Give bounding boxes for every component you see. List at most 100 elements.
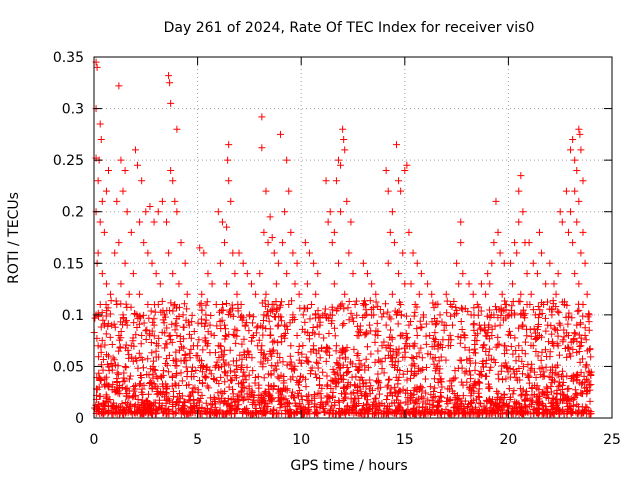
data-point <box>223 280 231 288</box>
data-point <box>173 398 181 406</box>
data-point <box>430 304 438 312</box>
data-point <box>167 299 175 307</box>
data-point <box>483 408 491 416</box>
data-point <box>114 389 122 397</box>
data-point <box>123 384 131 392</box>
data-point <box>115 82 123 90</box>
data-point <box>461 305 469 313</box>
data-point <box>126 372 134 380</box>
data-point <box>532 374 540 382</box>
data-point <box>298 350 306 358</box>
data-point <box>524 409 532 417</box>
data-point <box>458 326 466 334</box>
data-point <box>374 385 382 393</box>
data-point <box>282 322 290 330</box>
data-point <box>496 249 504 257</box>
data-point <box>470 349 478 357</box>
data-point <box>568 373 576 381</box>
data-point <box>144 249 152 257</box>
data-point <box>575 280 583 288</box>
data-point <box>286 352 294 360</box>
data-point <box>564 405 572 413</box>
data-point <box>182 363 190 371</box>
data-point <box>386 347 394 355</box>
data-point <box>314 389 322 397</box>
data-point <box>107 290 115 298</box>
data-point <box>221 239 229 247</box>
data-point <box>521 350 529 358</box>
data-point <box>587 381 595 389</box>
data-point <box>198 315 206 323</box>
data-point <box>340 319 348 327</box>
data-point <box>523 332 531 340</box>
data-point <box>305 249 313 257</box>
data-point <box>314 359 322 367</box>
data-point <box>218 316 226 324</box>
data-point <box>238 379 246 387</box>
data-point <box>570 396 578 404</box>
data-point <box>446 331 454 339</box>
data-point <box>533 384 541 392</box>
data-point <box>219 389 227 397</box>
data-point <box>181 259 189 267</box>
data-point <box>534 352 542 360</box>
data-point <box>544 410 552 418</box>
data-point <box>488 259 496 267</box>
data-point <box>386 326 394 334</box>
y-tick-label: 0.05 <box>53 359 84 375</box>
data-point <box>301 405 309 413</box>
data-point <box>142 408 150 416</box>
data-point <box>95 401 103 408</box>
data-point <box>339 321 347 329</box>
data-point <box>169 408 177 416</box>
data-point <box>125 375 133 383</box>
data-point <box>375 390 383 398</box>
data-point <box>416 317 424 325</box>
data-point <box>116 343 124 351</box>
data-point <box>325 351 333 359</box>
data-point <box>458 304 466 312</box>
data-point <box>563 301 571 309</box>
data-point <box>189 363 196 371</box>
data-point <box>249 367 257 375</box>
data-point <box>121 363 129 371</box>
data-point <box>353 352 361 360</box>
data-point <box>312 403 320 411</box>
data-point <box>165 249 173 257</box>
data-point <box>111 361 119 369</box>
data-point <box>117 156 125 164</box>
data-point <box>158 197 166 205</box>
data-point <box>321 310 329 318</box>
data-point <box>478 410 486 418</box>
data-point <box>145 371 153 379</box>
data-point <box>494 228 502 236</box>
data-point <box>260 374 268 382</box>
data-point <box>371 358 379 366</box>
data-point <box>228 385 236 393</box>
data-point <box>224 399 232 407</box>
data-point <box>450 298 458 306</box>
data-point <box>487 397 495 405</box>
data-point <box>431 367 439 375</box>
data-point <box>402 335 410 343</box>
data-point <box>237 313 245 321</box>
data-point <box>391 364 399 372</box>
data-point <box>252 405 260 413</box>
data-point <box>469 321 477 329</box>
data-point <box>345 316 353 324</box>
data-point <box>360 301 368 309</box>
data-point <box>245 382 253 390</box>
data-point <box>519 386 527 394</box>
data-point <box>498 376 506 384</box>
data-point <box>227 376 235 384</box>
data-point <box>236 351 244 359</box>
data-point <box>384 392 392 400</box>
data-point <box>540 372 548 380</box>
data-point <box>378 342 386 350</box>
data-point <box>331 401 339 409</box>
data-point <box>316 374 324 382</box>
data-point <box>437 409 445 417</box>
data-point <box>501 297 509 305</box>
data-point <box>284 325 292 333</box>
data-point <box>341 383 349 391</box>
